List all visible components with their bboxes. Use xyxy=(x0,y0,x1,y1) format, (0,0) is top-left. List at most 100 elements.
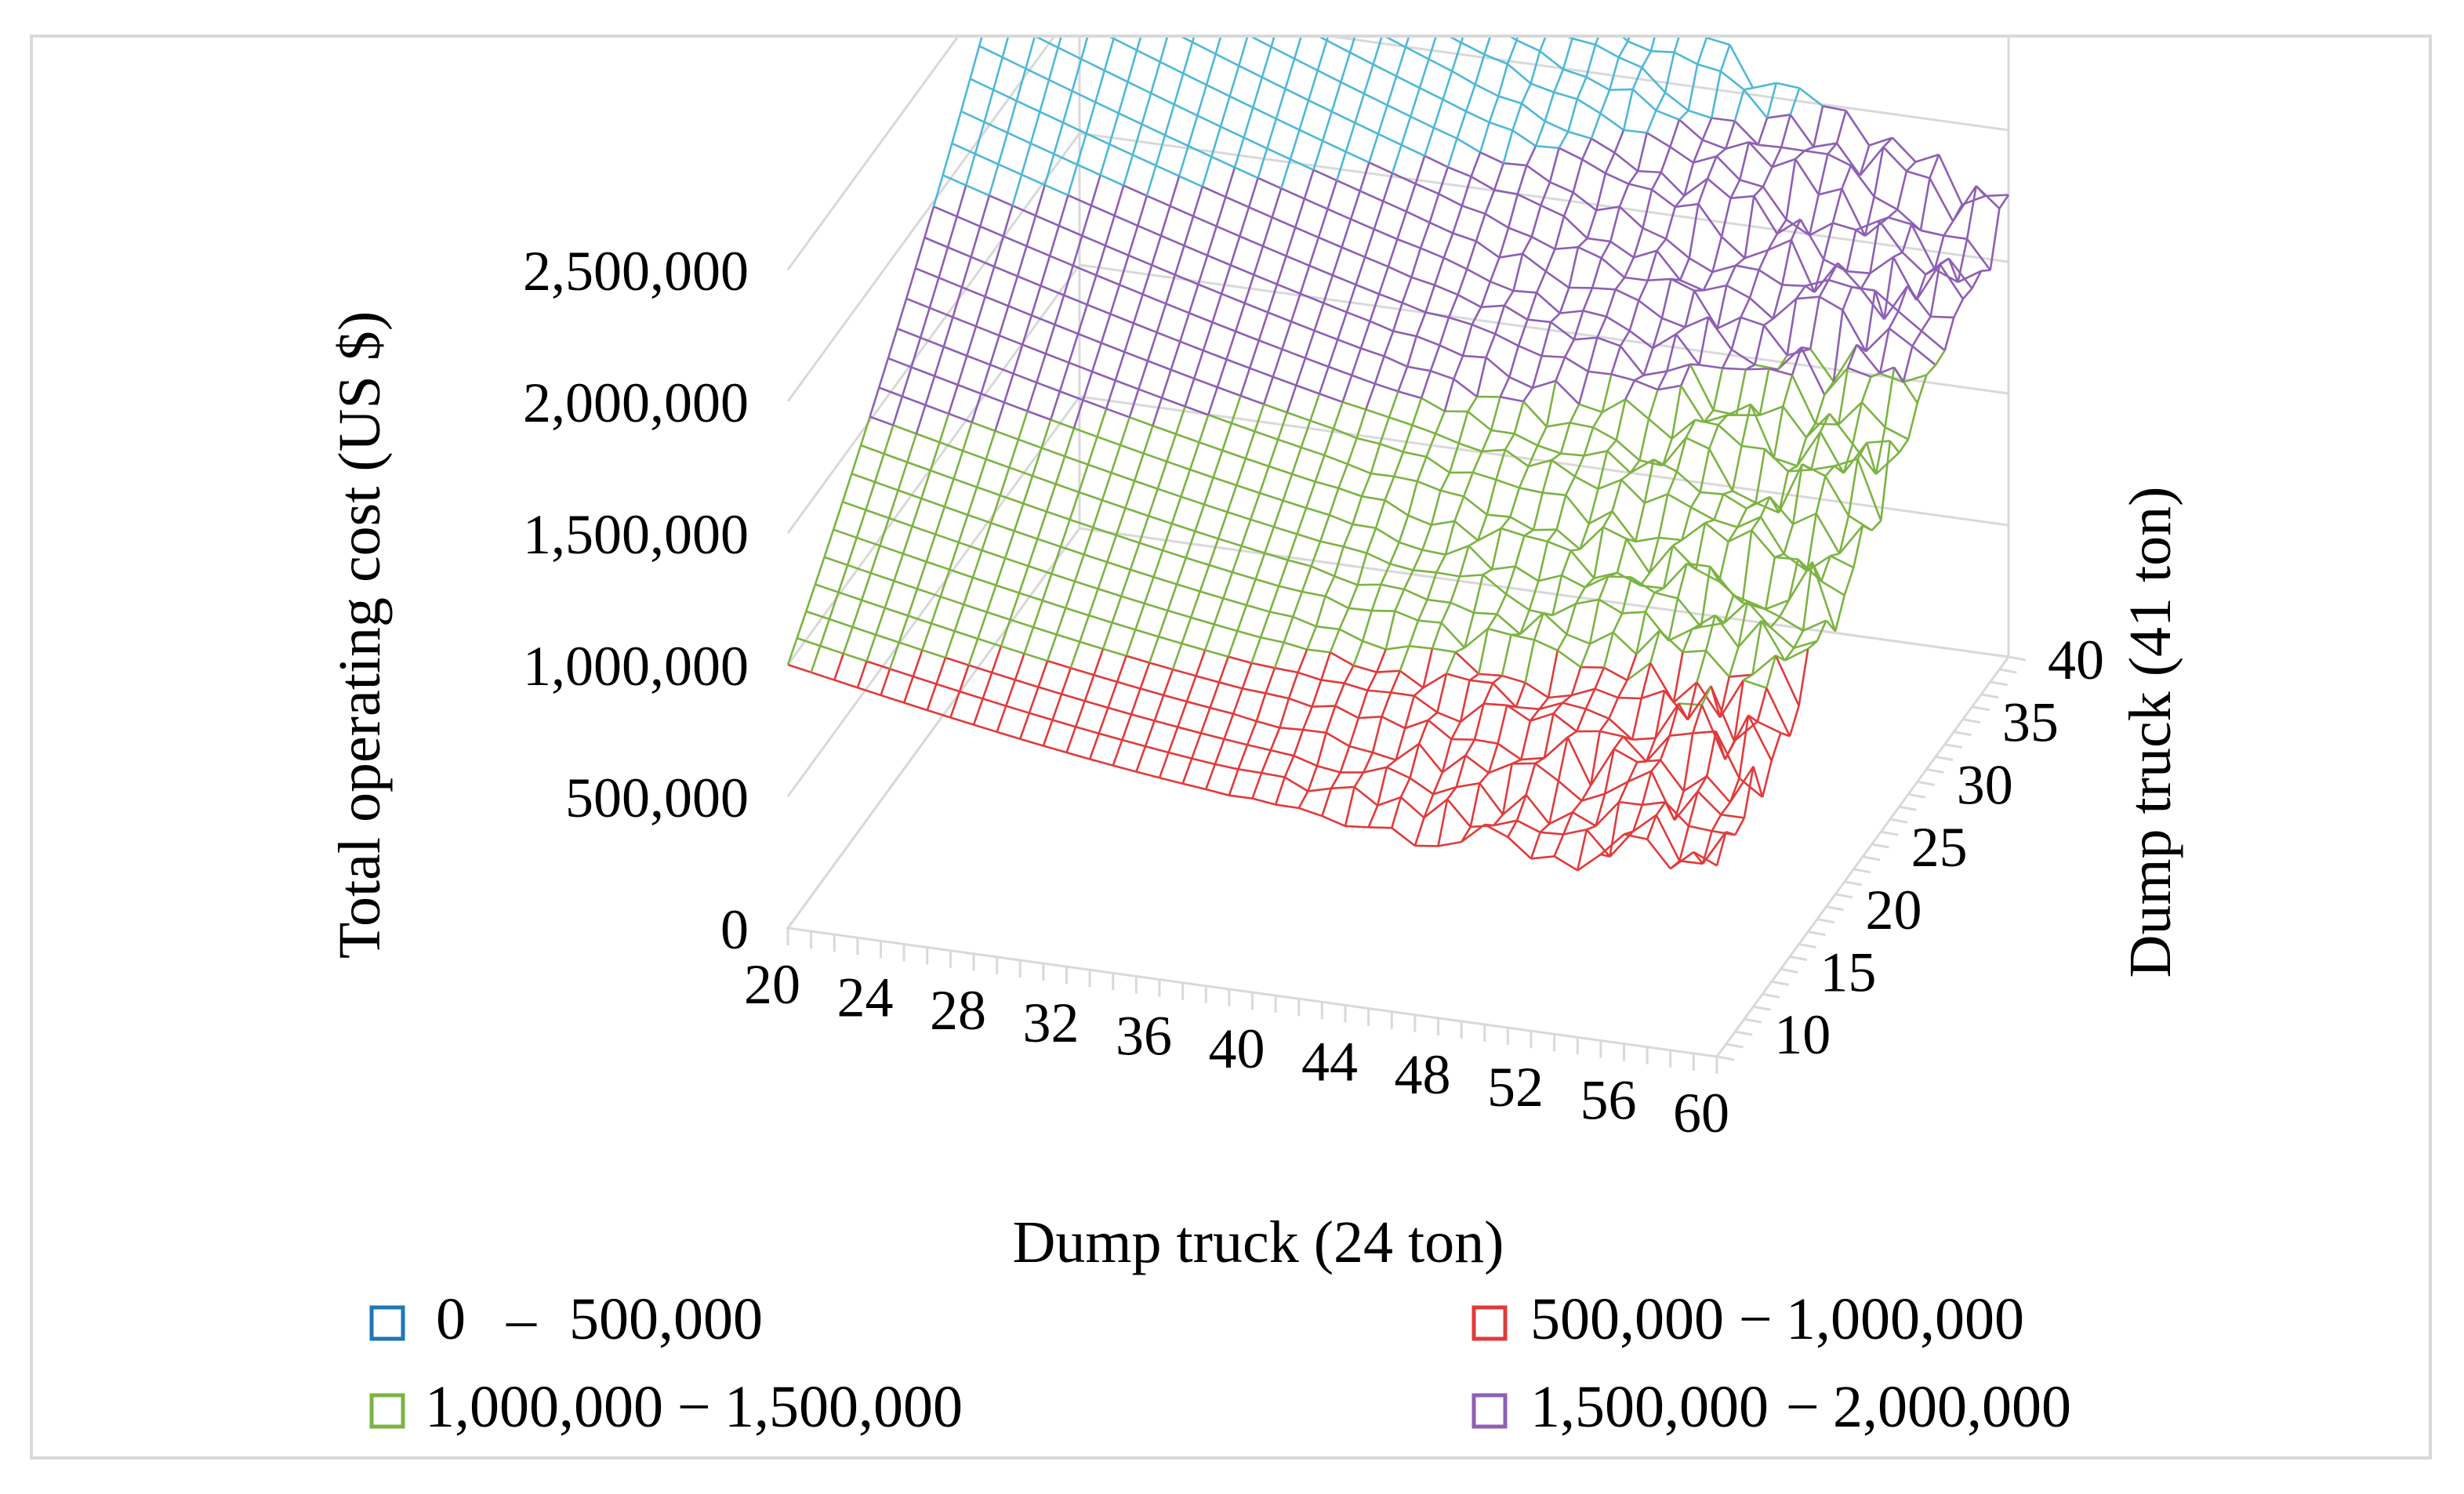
surface-mesh-segment xyxy=(1231,422,1255,433)
surface-mesh-segment xyxy=(961,286,986,298)
surface-mesh-segment xyxy=(1415,312,1427,337)
surface-mesh-segment xyxy=(1521,103,1546,122)
legend-swatch-1 xyxy=(1472,1305,1508,1341)
surface-mesh-segment xyxy=(1627,38,1631,42)
z-tick-label: 500,000 xyxy=(565,767,749,829)
surface-mesh-segment xyxy=(1632,227,1644,258)
surface-mesh-segment xyxy=(1550,321,1575,341)
surface-mesh-segment xyxy=(1673,38,1680,53)
surface-mesh-segment xyxy=(1827,153,1852,167)
z-tick-label: 1,500,000 xyxy=(523,503,749,566)
surface-mesh-segment xyxy=(1446,138,1458,168)
surface-mesh-segment xyxy=(1356,437,1381,445)
surface-mesh-segment xyxy=(1618,205,1644,229)
surface-mesh-segment xyxy=(1234,303,1246,332)
surface-mesh-segment xyxy=(1685,419,1696,439)
surface-mesh-segment xyxy=(1243,136,1268,150)
surface-mesh-segment xyxy=(1105,408,1130,419)
surface-mesh-segment xyxy=(1664,52,1675,93)
surface-mesh-segment xyxy=(1076,132,1087,165)
surface-mesh-segment xyxy=(1524,681,1549,699)
surface-mesh-segment xyxy=(1084,700,1109,709)
surface-mesh-segment xyxy=(1098,587,1122,597)
surface-mesh-segment xyxy=(1142,293,1167,305)
surface-mesh-segment xyxy=(1457,411,1469,444)
surface-mesh-segment xyxy=(1194,530,1219,540)
legend-dash-3: − xyxy=(1786,1374,1820,1440)
surface-mesh-segment xyxy=(1947,258,1959,283)
surface-mesh-segment xyxy=(1323,428,1335,456)
surface-mesh-segment xyxy=(1105,245,1130,257)
surface-mesh-segment xyxy=(1939,263,1964,300)
surface-mesh-segment xyxy=(1262,245,1287,257)
surface-mesh-segment xyxy=(1780,146,1805,152)
surface-mesh-segment xyxy=(1450,575,1461,604)
surface-mesh-segment xyxy=(965,184,990,197)
surface-mesh-segment xyxy=(1328,365,1352,376)
surface-mesh-segment xyxy=(960,256,972,288)
surface-mesh-segment xyxy=(1062,265,1074,296)
surface-mesh-segment xyxy=(815,583,839,593)
surface-mesh-segment xyxy=(1785,158,1797,220)
surface-mesh-segment xyxy=(1000,645,1025,655)
surface-mesh-segment xyxy=(1294,227,1319,239)
surface-mesh-segment xyxy=(1447,294,1459,318)
surface-mesh-segment xyxy=(1212,450,1224,478)
surface-mesh-segment xyxy=(1359,161,1370,191)
surface-mesh-segment xyxy=(1159,38,1169,63)
surface-mesh-segment xyxy=(1464,738,1476,756)
surface-mesh-segment xyxy=(1525,763,1537,796)
surface-mesh-segment xyxy=(1759,405,1784,416)
surface-mesh-segment xyxy=(1856,459,1882,521)
surface-mesh-segment xyxy=(1468,673,1479,681)
surface-mesh-segment xyxy=(1569,422,1594,429)
surface-mesh-segment xyxy=(1012,344,1024,375)
surface-mesh-segment xyxy=(1883,256,1895,320)
surface-mesh-segment xyxy=(1120,595,1145,605)
surface-mesh-segment xyxy=(1026,382,1038,412)
surface-mesh-segment xyxy=(1511,633,1521,636)
surface-mesh-segment xyxy=(1453,378,1478,398)
surface-mesh-segment xyxy=(1301,590,1326,597)
surface-mesh-segment xyxy=(1368,826,1392,829)
surface-mesh-segment xyxy=(1016,245,1028,277)
surface-mesh-segment xyxy=(1510,38,1518,42)
surface-mesh-segment xyxy=(1143,576,1155,604)
surface-mesh-segment xyxy=(1073,427,1098,438)
surface-mesh-segment xyxy=(1718,676,1731,718)
surface-mesh-segment xyxy=(1603,749,1616,795)
surface-mesh-segment xyxy=(976,486,1001,497)
surface-mesh-segment xyxy=(1202,185,1226,198)
surface-mesh-segment xyxy=(1609,241,1635,259)
surface-mesh-segment xyxy=(1313,303,1325,332)
surface-mesh-segment xyxy=(1269,611,1294,618)
surface-mesh-segment xyxy=(958,665,970,692)
surface-mesh-segment xyxy=(1283,641,1308,651)
surface-mesh-segment xyxy=(978,38,983,46)
surface-mesh-segment xyxy=(1410,248,1422,278)
surface-mesh-segment xyxy=(879,544,904,555)
surface-mesh-segment xyxy=(1159,60,1184,74)
surface-mesh-segment xyxy=(1139,662,1151,689)
surface-mesh-segment xyxy=(1388,266,1412,278)
surface-mesh-segment xyxy=(1506,704,1531,722)
surface-mesh-segment xyxy=(1388,416,1413,426)
surface-mesh-segment xyxy=(1165,274,1177,304)
surface-mesh-segment xyxy=(1149,636,1160,663)
y-tick-mark xyxy=(1844,880,1863,887)
surface-mesh-segment xyxy=(1410,115,1435,129)
surface-mesh-segment xyxy=(1631,698,1642,740)
surface-mesh-segment xyxy=(1260,749,1272,774)
surface-mesh-segment xyxy=(1255,578,1279,587)
surface-mesh-segment xyxy=(1032,474,1057,485)
surface-mesh-segment xyxy=(975,325,1000,337)
surface-mesh-segment xyxy=(1412,424,1436,435)
surface-mesh-segment xyxy=(1387,103,1411,118)
surface-mesh-segment xyxy=(925,534,937,563)
surface-mesh-segment xyxy=(1756,687,1768,722)
surface-mesh-segment xyxy=(1943,234,1968,241)
surface-mesh-segment xyxy=(1663,563,1688,589)
surface-mesh-segment xyxy=(1484,189,1496,215)
surface-mesh-segment xyxy=(1694,419,1705,423)
surface-mesh-segment xyxy=(1468,539,1479,547)
